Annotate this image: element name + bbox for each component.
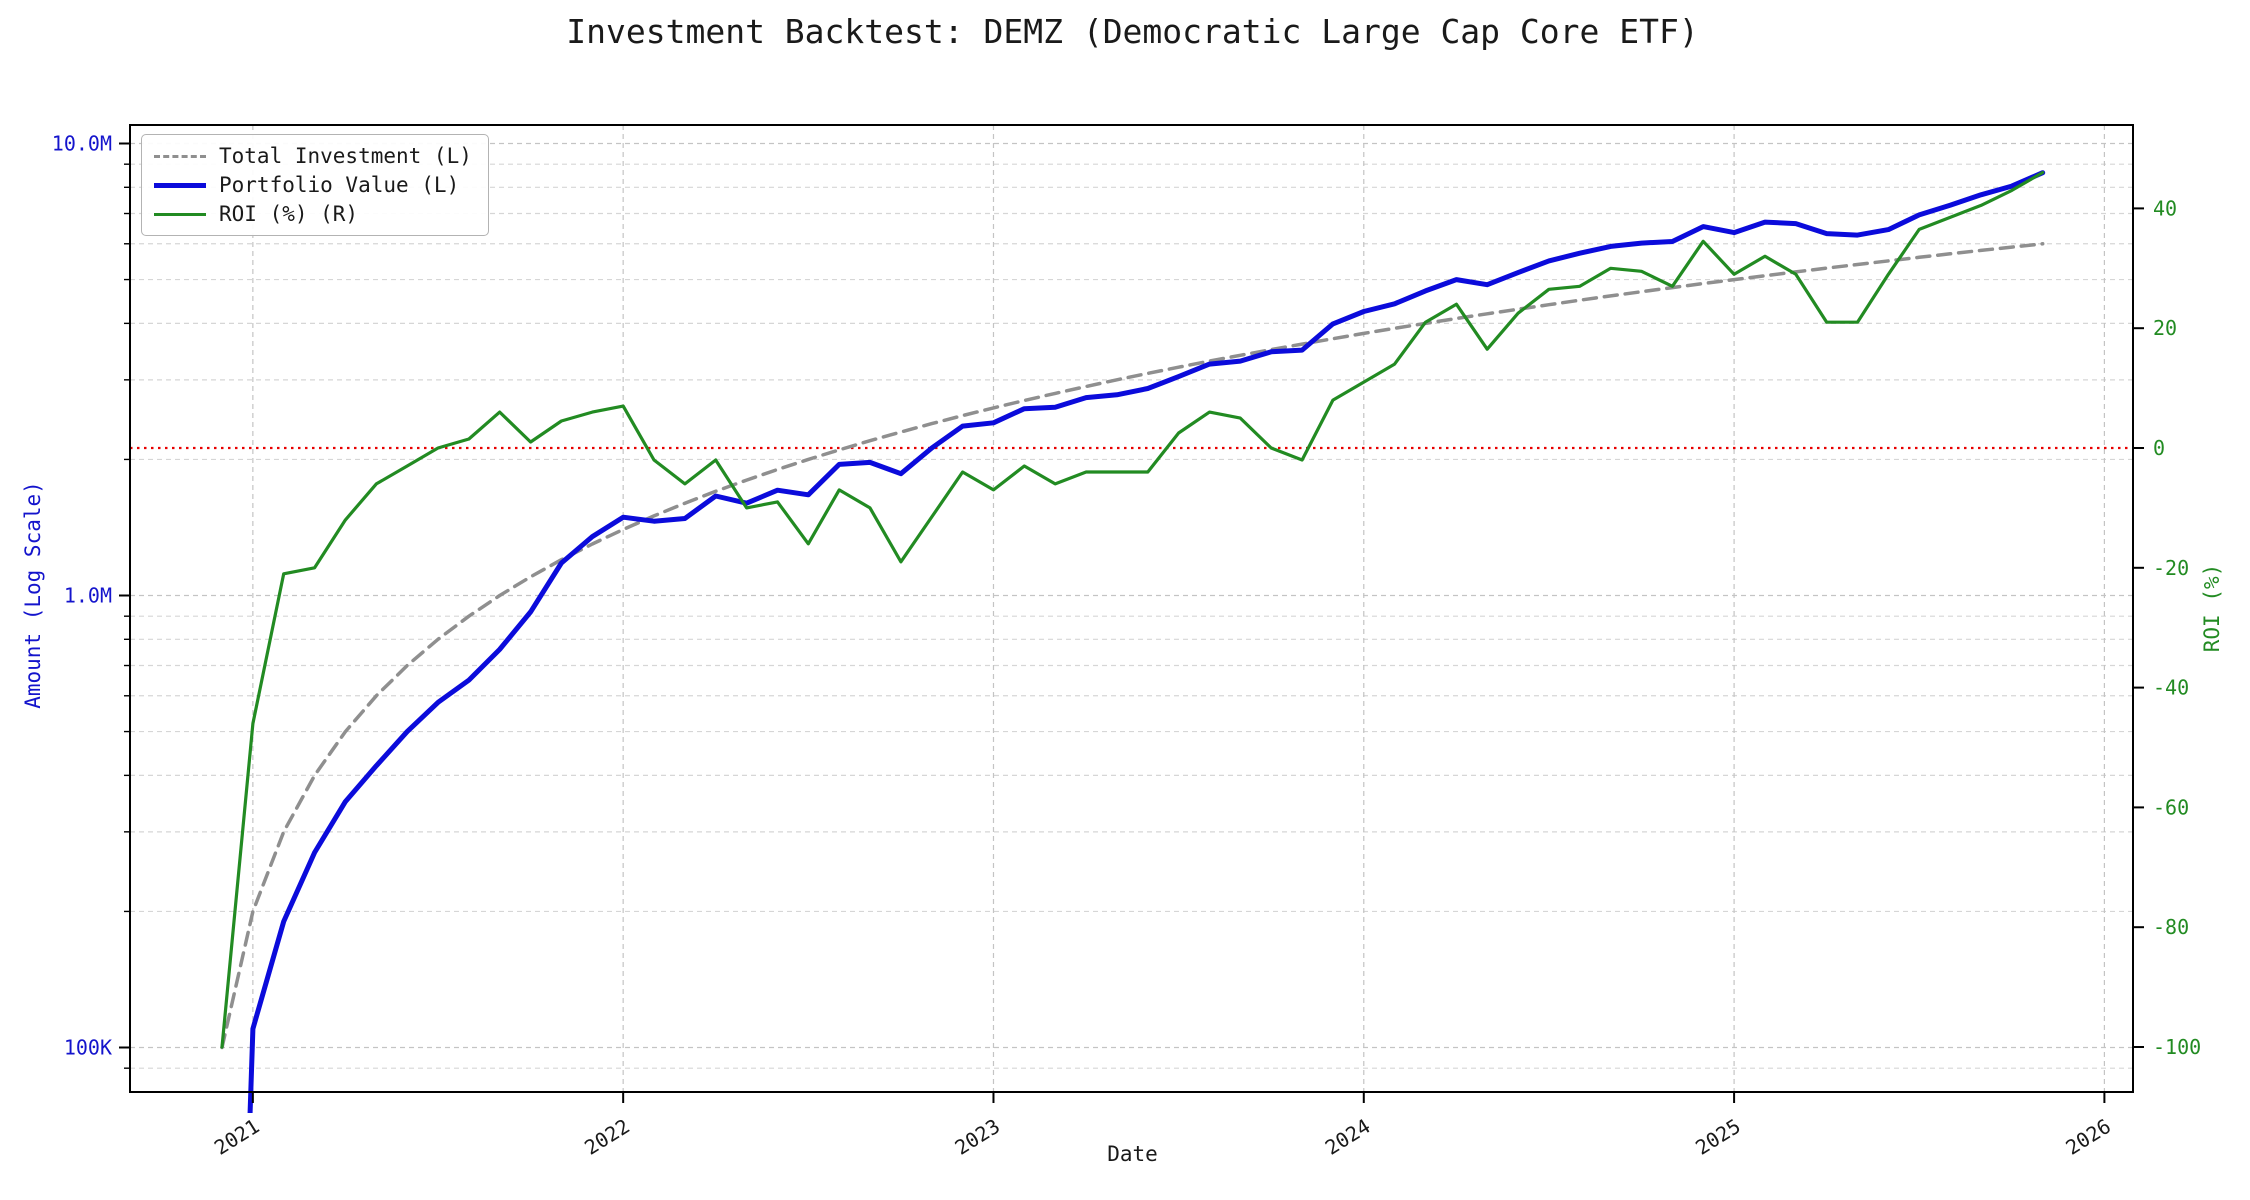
total-investment-line (220, 242, 2045, 1050)
legend-label: Total Investment (L) (219, 144, 472, 168)
portfolio-value-line (247, 170, 2046, 1113)
total-investment-line-sample (154, 154, 206, 158)
right-axis-tick-label: -40 (2153, 676, 2189, 700)
legend-label: Portfolio Value (L) (219, 173, 460, 197)
right-axis-tick-label: -80 (2153, 915, 2189, 939)
right-axis-tick-label: -100 (2153, 1035, 2201, 1059)
legend-item-portfolio-value: Portfolio Value (L) (154, 173, 472, 197)
left-axis-label: Amount (Log Scale) (21, 481, 45, 709)
legend-label: ROI (%) (R) (219, 202, 359, 226)
legend-item-roi: ROI (%) (R) (154, 202, 472, 226)
left-axis-tick-label: 100K (64, 1036, 112, 1060)
legend-item-total-investment: Total Investment (L) (154, 144, 472, 168)
roi-line-sample (154, 212, 206, 216)
right-axis-tick-label: 40 (2153, 196, 2177, 220)
roi-line (220, 170, 2045, 1049)
chart-title: Investment Backtest: DEMZ (Democratic La… (566, 12, 1699, 51)
right-axis-label: ROI (%) (2200, 563, 2224, 653)
left-axis-tick-label: 10.0M (52, 132, 112, 156)
right-axis-tick-label: -20 (2153, 556, 2189, 580)
right-axis-tick-label: -60 (2153, 795, 2189, 819)
x-axis-label: Date (1107, 1142, 1158, 1166)
portfolio-value-line-sample (154, 182, 206, 188)
right-axis-tick-label: 20 (2153, 316, 2177, 340)
legend: Total Investment (L) Portfolio Value (L)… (141, 134, 489, 236)
right-axis-tick-label: 0 (2153, 436, 2165, 460)
left-axis-tick-label: 1.0M (64, 584, 112, 608)
plot-border (129, 124, 2134, 1093)
